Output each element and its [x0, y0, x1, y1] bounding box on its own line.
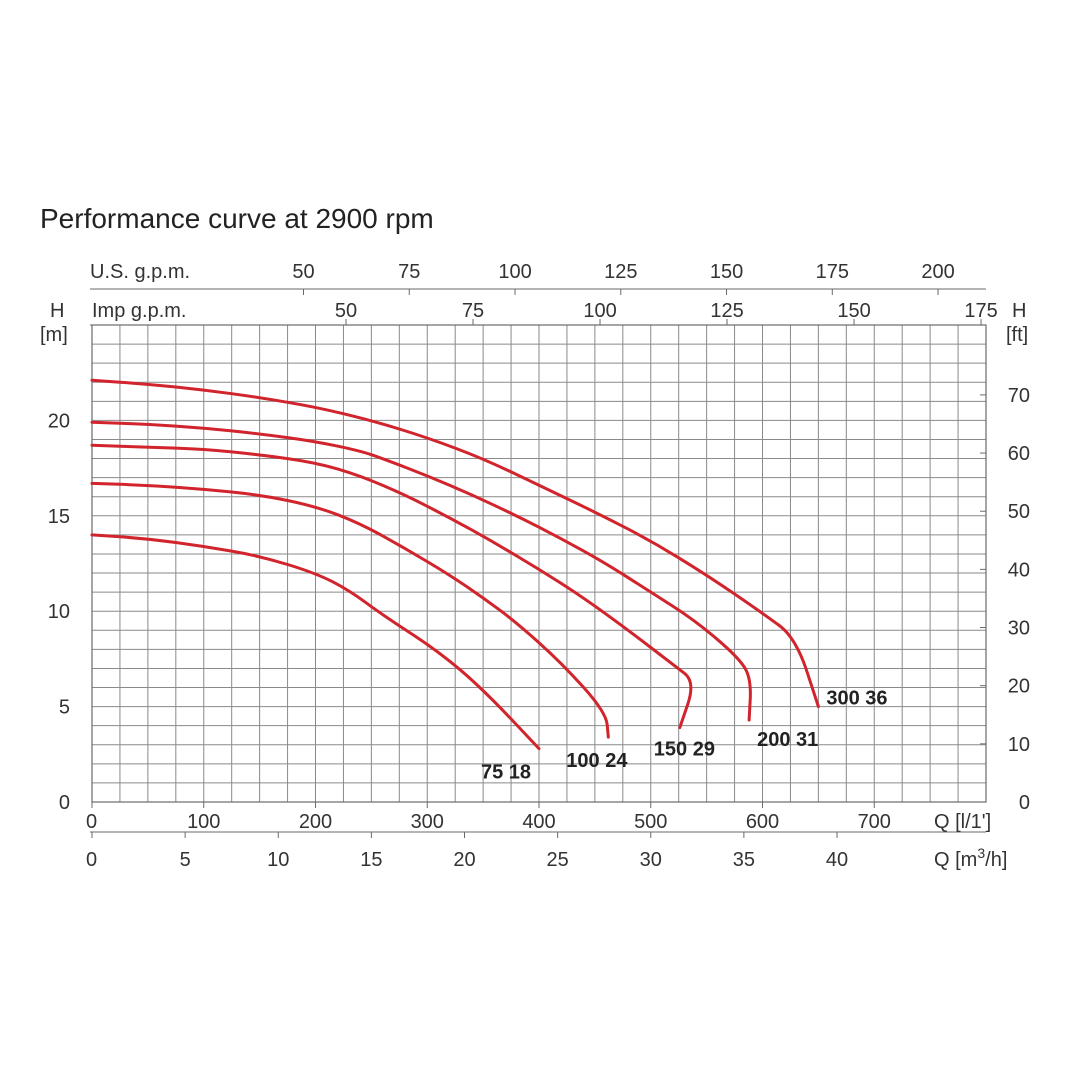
x-lmin-tick-label: 600	[746, 811, 779, 833]
curve-label-75-18: 75 18	[481, 762, 531, 784]
curve-300-36	[90, 378, 820, 709]
curve-label-150-29: 150 29	[654, 739, 715, 761]
y-left-ticks: 0 5 10 15 20	[48, 410, 70, 814]
y-right-tick-label: 0	[1019, 792, 1030, 814]
curve-label-200-31: 200 31	[757, 729, 818, 751]
x-lmin-tick-label: 400	[522, 811, 555, 833]
grid	[91, 324, 987, 803]
y-right-tick-label: 70	[1008, 385, 1030, 407]
y-right-ticks: 0 10 20 30 40 50 60 70	[980, 385, 1030, 814]
x-m3h-label: Q [m3/h]	[934, 845, 1007, 871]
us-gpm-tick-label: 100	[498, 261, 531, 283]
x-m3h-tick-label: 35	[733, 849, 755, 871]
curve-150-29	[90, 443, 693, 730]
us-gpm-tick-label: 200	[921, 261, 954, 283]
curve-labels: 75 18 100 24 150 29 200 31 300 36	[481, 688, 888, 784]
y-right-tick-label: 40	[1008, 559, 1030, 581]
curve-label-100-24: 100 24	[566, 750, 628, 772]
imp-gpm-label: Imp g.p.m.	[92, 300, 186, 322]
us-gpm-label: U.S. g.p.m.	[90, 261, 190, 283]
x-m3h-tick-label: 15	[360, 849, 382, 871]
y-left-tick-label: 15	[48, 506, 70, 528]
y-left-tick-label: 5	[59, 697, 70, 719]
x-m3h-tick-label: 0	[86, 849, 97, 871]
x-m3h-label-end: /h]	[985, 849, 1007, 871]
y-left-label-unit: [m]	[40, 324, 68, 346]
imp-gpm-tick-label: 175	[964, 300, 997, 322]
curve-100-24	[90, 481, 610, 739]
imp-gpm-ticks: 50 75 100 125 150 175	[335, 300, 998, 325]
y-left-tick-label: 10	[48, 601, 70, 623]
x-lmin-tick-label: 300	[411, 811, 444, 833]
us-gpm-tick-label: 75	[398, 261, 420, 283]
us-gpm-tick-label: 175	[816, 261, 849, 283]
x-lmin-tick-label: 100	[187, 811, 220, 833]
curve-label-300-36: 300 36	[826, 688, 887, 710]
x-m3h-tick-label: 40	[826, 849, 848, 871]
chart-title: Performance curve at 2900 rpm	[40, 203, 434, 234]
x-lmin-tick-label: 200	[299, 811, 332, 833]
y-right-label-unit: [ft]	[1006, 324, 1028, 346]
x-lmin-ticks: 0 100 200 300 400 500 600 700	[86, 802, 891, 833]
x-lmin-label: Q [l/1']	[934, 811, 991, 833]
x-m3h-label-base: Q [m	[934, 849, 977, 871]
us-gpm-tick-label: 150	[710, 261, 743, 283]
us-gpm-tick-label: 50	[292, 261, 314, 283]
y-left-tick-label: 0	[59, 792, 70, 814]
imp-gpm-tick-label: 50	[335, 300, 357, 322]
x-m3h-tick-label: 20	[453, 849, 475, 871]
x-m3h-tick-label: 25	[547, 849, 569, 871]
y-right-tick-label: 50	[1008, 501, 1030, 523]
y-right-tick-label: 10	[1008, 734, 1030, 756]
x-m3h-tick-label: 5	[180, 849, 191, 871]
imp-gpm-tick-label: 100	[583, 300, 616, 322]
us-gpm-tick-label: 125	[604, 261, 637, 283]
y-right-tick-label: 20	[1008, 676, 1030, 698]
imp-gpm-tick-label: 75	[462, 300, 484, 322]
y-left-label-h: H	[50, 300, 64, 322]
x-lmin-tick-label: 500	[634, 811, 667, 833]
curves	[90, 378, 820, 751]
curve-200-31	[90, 420, 752, 722]
y-right-label-h: H	[1012, 300, 1026, 322]
y-right-tick-label: 30	[1008, 618, 1030, 640]
imp-gpm-tick-label: 150	[837, 300, 870, 322]
y-left-tick-label: 20	[48, 410, 70, 432]
us-gpm-ticks: 50 75 100 125 150 175 200	[292, 261, 955, 295]
x-m3h-label-sup: 3	[977, 845, 985, 861]
x-lmin-tick-label: 700	[858, 811, 891, 833]
curve-75-18	[90, 533, 541, 751]
x-m3h-ticks: 0 5 10 15 20 25 30 35 40	[86, 832, 848, 871]
x-m3h-tick-label: 30	[640, 849, 662, 871]
imp-gpm-tick-label: 125	[710, 300, 743, 322]
x-m3h-tick-label: 10	[267, 849, 289, 871]
x-lmin-tick-label: 0	[86, 811, 97, 833]
y-right-tick-label: 60	[1008, 443, 1030, 465]
